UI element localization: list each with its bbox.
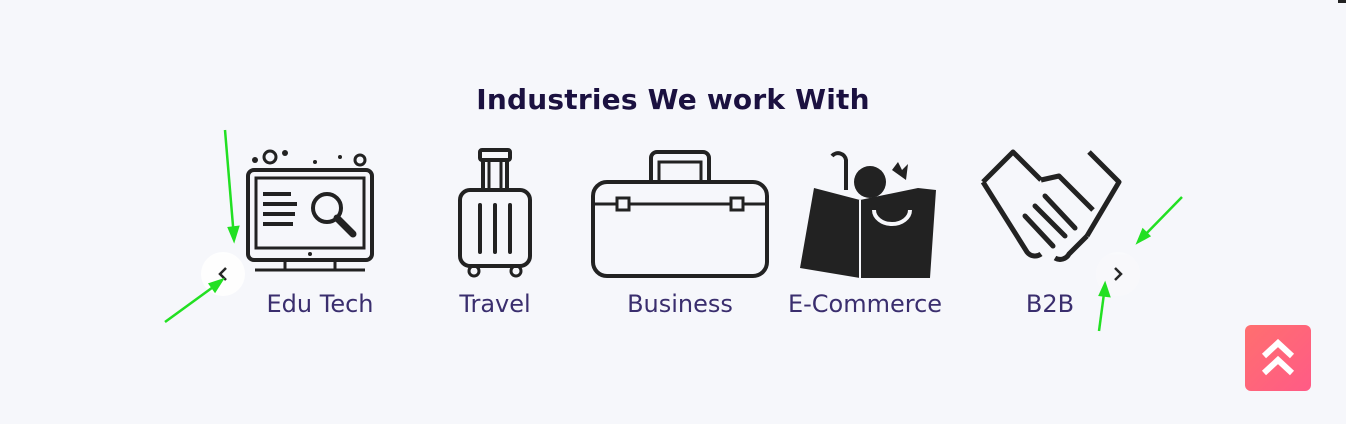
suitcase-icon xyxy=(458,148,532,278)
industry-label: Business xyxy=(627,290,733,318)
industry-item-edu-tech[interactable]: Edu Tech xyxy=(215,140,405,330)
industry-item-business[interactable]: Business xyxy=(585,140,775,330)
double-chevron-up-icon xyxy=(1261,339,1295,376)
industry-item-e-commerce[interactable]: E-Commerce xyxy=(770,140,960,330)
section-title: Industries We work With xyxy=(476,83,870,117)
chevron-left-icon xyxy=(218,267,227,281)
shopping-bag-icon xyxy=(800,151,936,278)
briefcase-icon xyxy=(591,150,769,278)
monitor-search-icon xyxy=(246,149,374,272)
industry-label: Edu Tech xyxy=(266,290,374,318)
industry-label: Travel xyxy=(459,290,531,318)
industry-label: B2B xyxy=(1025,290,1075,318)
industry-item-b2b[interactable]: B2B xyxy=(955,140,1145,330)
industries-carousel: Edu Tech Travel Business xyxy=(215,140,1140,330)
corner-mark xyxy=(1338,0,1346,3)
scroll-to-top-button[interactable] xyxy=(1245,325,1311,391)
carousel-prev-button[interactable] xyxy=(201,252,245,296)
carousel-next-button[interactable] xyxy=(1096,252,1140,296)
industry-label: E-Commerce xyxy=(787,290,943,318)
industry-item-travel[interactable]: Travel xyxy=(400,140,590,330)
chevron-right-icon xyxy=(1114,267,1123,281)
handshake-icon xyxy=(980,149,1122,262)
